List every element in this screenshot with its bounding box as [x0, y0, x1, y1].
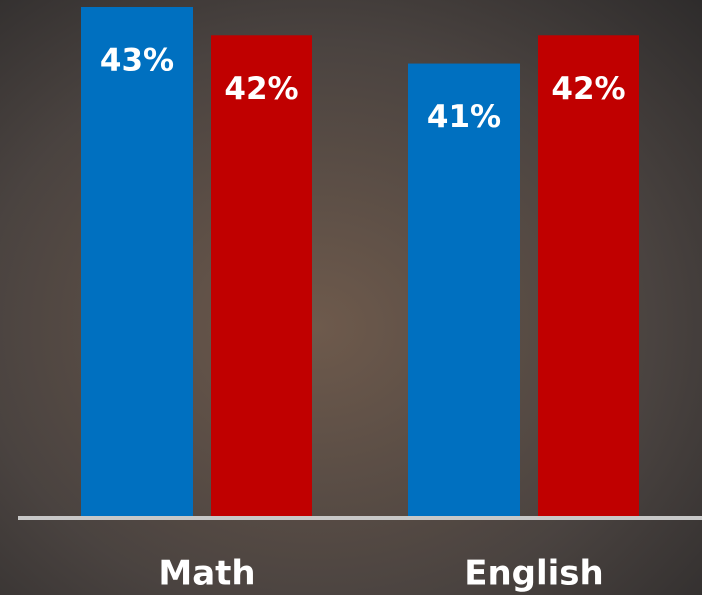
value-label: 42%	[224, 71, 298, 107]
value-label: 41%	[427, 99, 501, 135]
value-label: 42%	[551, 71, 625, 107]
x-tick-label: English	[464, 554, 604, 594]
bar	[81, 7, 193, 516]
bar	[408, 63, 520, 517]
x-tick-label: Math	[158, 554, 255, 594]
bar	[538, 35, 639, 517]
value-label: 43%	[100, 43, 174, 79]
bar	[211, 35, 312, 517]
